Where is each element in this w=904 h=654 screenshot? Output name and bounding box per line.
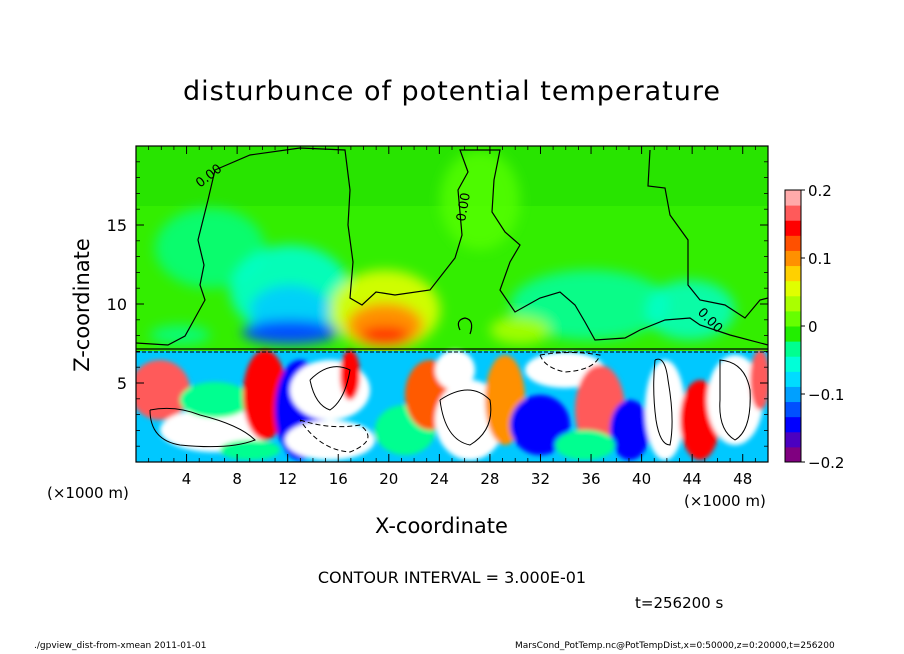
colorbar-segment [785, 310, 801, 327]
colorbar-segment [785, 205, 801, 221]
colorbar-tick-label: 0.1 [808, 250, 832, 268]
colorbar-segment [785, 280, 801, 297]
x-axis: 4 8 12 16 20 24 28 32 36 40 44 48 [148, 146, 756, 488]
colorbar-segment [785, 265, 801, 282]
colorbar: 0.2 0.1 0 −0.1 −0.2 [784, 182, 844, 472]
x-tick-label: 24 [430, 470, 449, 488]
x-tick-label: 32 [531, 470, 550, 488]
colorbar-segment [785, 326, 801, 342]
x-axis-label: X-coordinate [375, 514, 508, 538]
colorbar-segment [785, 341, 801, 357]
colorbar-tick-label: −0.2 [808, 454, 844, 472]
x-tick-label: 8 [232, 470, 242, 488]
y-tick-label: 10 [107, 295, 127, 314]
x-tick-label: 4 [182, 470, 192, 488]
colorbar-segment [785, 356, 801, 372]
x-tick-label: 28 [480, 470, 499, 488]
x-tick-label: 48 [733, 470, 752, 488]
x-tick-label: 12 [278, 470, 297, 488]
x-tick-label: 44 [683, 470, 702, 488]
colorbar-segment [785, 190, 801, 206]
y-tick-label: 5 [117, 374, 127, 393]
heatmap-field [136, 146, 768, 462]
time-label: t=256200 s [635, 594, 724, 612]
contour-interval-label: CONTOUR INTERVAL = 3.000E-01 [317, 568, 587, 587]
colorbar-segment [785, 431, 801, 448]
x-unit-label-left: (×1000 m) [47, 484, 129, 502]
colorbar-segment [785, 371, 801, 387]
x-tick-label: 16 [329, 470, 348, 488]
colorbar-segment [785, 220, 801, 236]
y-tick-label: 15 [107, 216, 127, 235]
chart-title: disturbunce of potential temperature [183, 76, 721, 107]
colorbar-segment [785, 416, 801, 433]
y-axis-label: Z-coordinate [70, 238, 94, 372]
colorbar-tick-label: 0 [808, 318, 818, 336]
colorbar-segment [785, 386, 801, 403]
contour-label: 0.00 [454, 192, 474, 223]
colorbar-segment [785, 401, 801, 418]
x-unit-label-right: (×1000 m) [684, 492, 766, 510]
colorbar-segment [785, 295, 801, 312]
colorbar-tick-label: 0.2 [808, 182, 832, 200]
colorbar-segment [785, 235, 801, 251]
colorbar-segment [785, 446, 801, 463]
footer-left: ./gpview_dist-from-xmean 2011-01-01 [34, 641, 207, 651]
x-tick-label: 40 [632, 470, 651, 488]
colorbar-tick-label: −0.1 [808, 386, 844, 404]
colorbar-segment [785, 250, 801, 267]
x-tick-label: 20 [379, 470, 398, 488]
x-tick-label: 36 [581, 470, 600, 488]
footer-right: MarsCond_PotTemp.nc@PotTempDist,x=0:5000… [515, 641, 835, 651]
y-axis: 5 10 15 [107, 161, 768, 447]
